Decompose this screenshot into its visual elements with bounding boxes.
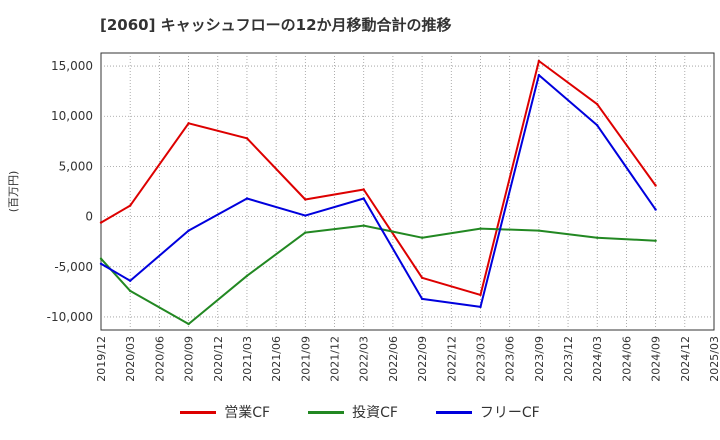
legend-swatch [435, 410, 472, 414]
data-point-investing-cf [245, 274, 249, 277]
y-axis-label: (百万円) [7, 171, 20, 213]
x-tick-label: 2025/03 [708, 336, 720, 382]
data-point-operating-cf [596, 103, 599, 106]
x-tick-label: 2024/12 [679, 336, 692, 382]
plot-area [100, 52, 715, 331]
data-point-operating-cf [304, 198, 307, 201]
data-point-operating-cf [187, 122, 190, 125]
data-point-operating-cf [479, 293, 482, 297]
x-tick-label: 2024/06 [620, 336, 633, 382]
x-tick-label: 2024/09 [650, 336, 663, 382]
y-tick-label: 10,000 [51, 109, 93, 123]
data-point-investing-cf [596, 236, 599, 239]
x-tick-label: 2019/12 [95, 336, 108, 382]
data-point-operating-cf [129, 204, 132, 207]
chart-title: [2060] キャッシュフローの12か月移動合計の推移 [100, 16, 452, 34]
data-point-free-cf [187, 229, 190, 232]
legend-item-investing-cf: 投資CF [308, 402, 398, 422]
legend-label: 営業CF [224, 405, 271, 421]
x-tick-label: 2023/06 [504, 336, 517, 382]
y-tick-label: -10,000 [47, 310, 93, 324]
x-tick-label: 2022/06 [387, 336, 400, 382]
data-point-investing-cf [99, 257, 103, 260]
x-tick-label: 2022/03 [358, 336, 371, 382]
data-point-investing-cf [420, 236, 424, 239]
data-point-operating-cf [537, 59, 541, 63]
x-tick-label: 2021/12 [329, 336, 342, 382]
data-point-free-cf [362, 197, 365, 200]
legend-swatch [308, 410, 345, 414]
legend-swatch [180, 410, 217, 414]
x-tick-label: 2023/09 [533, 336, 546, 382]
x-tick-label: 2023/03 [474, 336, 487, 382]
data-point-investing-cf [537, 229, 541, 232]
x-tick-label: 2020/03 [124, 336, 137, 382]
legend-label: 投資CF [352, 405, 398, 421]
data-point-free-cf [129, 279, 132, 282]
x-tick-label: 2021/03 [241, 336, 254, 382]
data-point-free-cf [479, 305, 482, 309]
legend-item-free-cf: フリーCF [435, 402, 540, 422]
data-point-investing-cf [479, 227, 482, 230]
x-tick-label: 2023/12 [562, 336, 575, 382]
x-tick-label: 2020/12 [212, 336, 225, 382]
data-point-free-cf [596, 124, 599, 127]
data-point-operating-cf [99, 221, 103, 224]
legend-item-operating-cf: 営業CF [180, 402, 270, 422]
y-tick-label: 15,000 [51, 59, 93, 73]
data-point-investing-cf [654, 239, 657, 242]
data-point-investing-cf [362, 224, 365, 227]
data-point-investing-cf [129, 289, 132, 293]
data-point-free-cf [304, 214, 307, 217]
y-tick-label: 5,000 [59, 159, 93, 173]
x-tick-label: 2021/06 [270, 336, 283, 382]
y-tick-label: 0 [85, 210, 93, 224]
data-point-free-cf [420, 297, 424, 301]
data-point-investing-cf [304, 231, 307, 234]
x-tick-label: 2024/03 [591, 336, 604, 382]
legend-label: フリーCF [479, 405, 540, 421]
x-tick-label: 2020/09 [183, 336, 196, 382]
x-tick-label: 2021/09 [299, 336, 312, 382]
data-point-free-cf [99, 262, 103, 265]
x-tick-label: 2022/09 [416, 336, 429, 382]
data-point-operating-cf [654, 184, 657, 187]
data-point-investing-cf [187, 322, 190, 326]
data-point-operating-cf [362, 188, 365, 191]
chart-legend: 営業CF 投資CF フリーCF [0, 402, 720, 422]
x-tick-label: 2020/06 [153, 336, 166, 382]
data-point-operating-cf [245, 137, 249, 140]
data-point-free-cf [245, 197, 249, 200]
data-point-free-cf [537, 73, 541, 77]
data-point-operating-cf [420, 276, 424, 279]
x-tick-label: 2022/12 [445, 336, 458, 382]
y-tick-label: -5,000 [54, 260, 93, 274]
data-point-free-cf [654, 208, 657, 211]
